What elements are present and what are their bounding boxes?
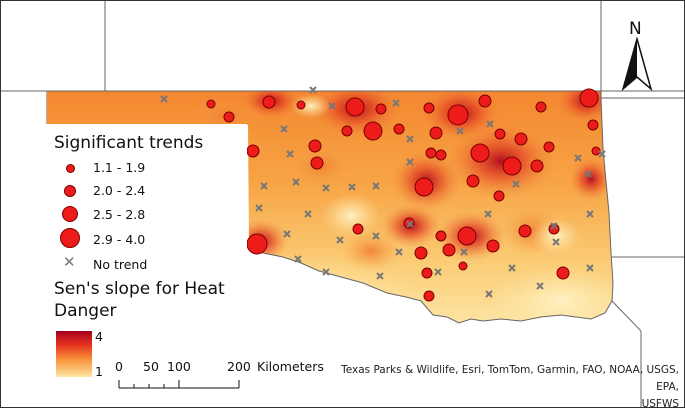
scale-unit: Kilometers — [257, 359, 324, 374]
scale-tick-50: 50 — [143, 359, 159, 374]
legend-label-class-1: 1.1 - 1.9 — [93, 160, 146, 175]
legend-ramp-title-line2: Danger — [54, 301, 117, 321]
map-attribution: Texas Parks & Wildlife, Esri, TomTom, Ga… — [337, 362, 679, 408]
legend-symbol-class-2 — [64, 185, 76, 197]
legend-ramp-title-line1: Sen's slope for Heat — [54, 279, 225, 299]
oklahoma-outline — [47, 90, 614, 324]
legend-color-ramp — [56, 331, 92, 377]
north-arrow-icon — [621, 37, 653, 92]
legend-symbol-class-1 — [66, 164, 75, 173]
north-label: N — [629, 19, 642, 39]
legend-label-class-2: 2.0 - 2.4 — [93, 183, 146, 198]
no-trend-stations — [160, 86, 606, 298]
scale-tick-100: 100 — [167, 359, 191, 374]
attribution-line-1: Texas Parks & Wildlife, Esri, TomTom, Ga… — [341, 364, 679, 393]
legend-symbol-class-3 — [62, 206, 78, 222]
north-arrow: N — [617, 19, 657, 93]
legend-significant-title: Significant trends — [54, 133, 204, 153]
scale-tick-200: 200 — [227, 359, 251, 374]
legend-no-trend-symbol: ✕ — [63, 253, 76, 271]
legend-ramp-min: 1 — [95, 364, 103, 379]
legend-ramp-max: 4 — [95, 329, 103, 344]
map-legend: Significant trends 1.1 - 1.9 2.0 - 2.4 2… — [41, 124, 247, 390]
scale-bar: 0 50 100 200 Kilometers — [115, 359, 325, 395]
scale-tick-0: 0 — [115, 359, 123, 374]
legend-label-class-4: 2.9 - 4.0 — [93, 232, 146, 247]
scale-bar-graphic — [118, 380, 240, 389]
legend-symbol-class-4 — [60, 228, 80, 248]
attribution-line-2: USFWS — [641, 398, 679, 408]
legend-label-class-3: 2.5 - 2.8 — [93, 207, 146, 222]
legend-label-no-trend: No trend — [93, 257, 148, 272]
